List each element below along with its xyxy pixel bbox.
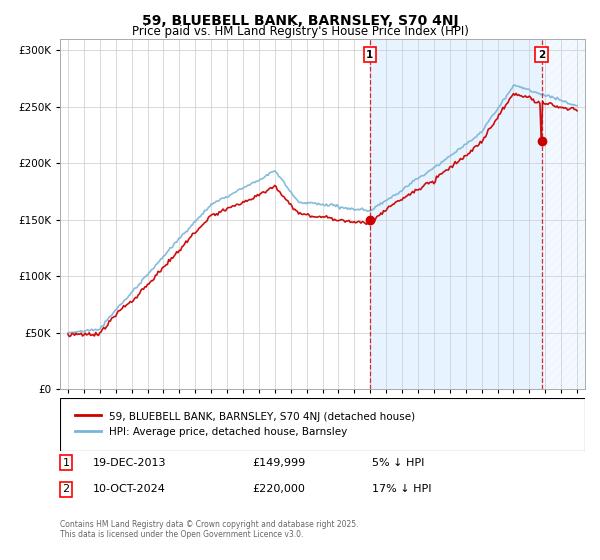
FancyBboxPatch shape [60, 398, 585, 451]
Text: 5% ↓ HPI: 5% ↓ HPI [372, 458, 424, 468]
Text: 2: 2 [538, 50, 545, 60]
Legend: 59, BLUEBELL BANK, BARNSLEY, S70 4NJ (detached house), HPI: Average price, detac: 59, BLUEBELL BANK, BARNSLEY, S70 4NJ (de… [70, 407, 419, 441]
Text: 1: 1 [366, 50, 373, 60]
Text: £220,000: £220,000 [252, 484, 305, 494]
Bar [542, 39, 585, 389]
Text: 59, BLUEBELL BANK, BARNSLEY, S70 4NJ: 59, BLUEBELL BANK, BARNSLEY, S70 4NJ [142, 14, 458, 28]
Bar [370, 39, 542, 389]
Text: 17% ↓ HPI: 17% ↓ HPI [372, 484, 431, 494]
Text: 10-OCT-2024: 10-OCT-2024 [93, 484, 166, 494]
Text: Contains HM Land Registry data © Crown copyright and database right 2025.
This d: Contains HM Land Registry data © Crown c… [60, 520, 359, 539]
Text: £149,999: £149,999 [252, 458, 305, 468]
Text: Price paid vs. HM Land Registry's House Price Index (HPI): Price paid vs. HM Land Registry's House … [131, 25, 469, 38]
Text: 19-DEC-2013: 19-DEC-2013 [93, 458, 167, 468]
Text: 2: 2 [62, 484, 70, 494]
Text: 1: 1 [62, 458, 70, 468]
